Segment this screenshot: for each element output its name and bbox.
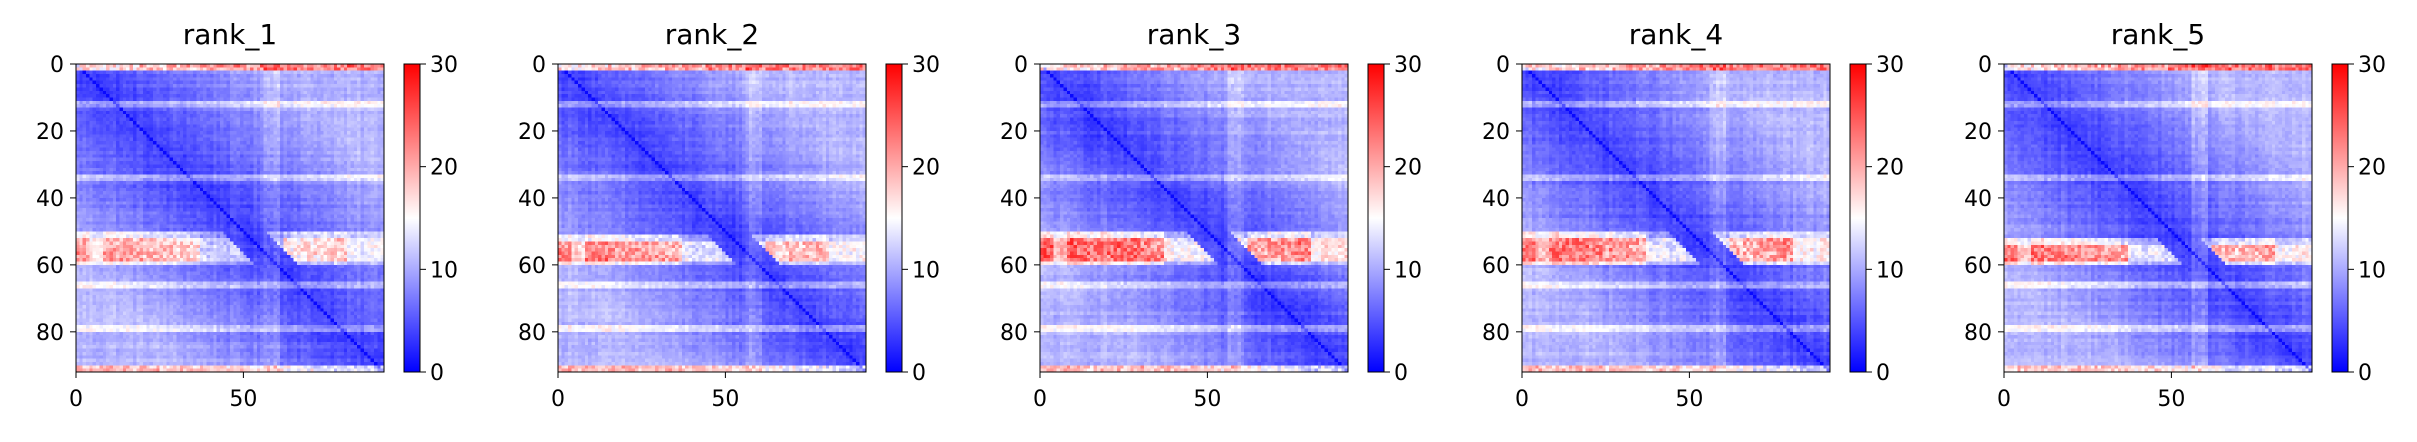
colorbar-tick-label: 10 (912, 258, 940, 283)
colorbar-tick-label: 30 (1394, 53, 1422, 78)
y-tick-label: 0 (1978, 53, 1992, 78)
colorbar-tick-label: 0 (2358, 361, 2372, 386)
chart-title: rank_1 (183, 18, 277, 51)
x-tick-label: 50 (711, 387, 739, 412)
y-tick-label: 40 (518, 187, 546, 212)
x-tick-label: 50 (1193, 387, 1221, 412)
heatmap-cells (1522, 64, 1830, 372)
colorbar-tick-label: 20 (1394, 156, 1422, 181)
y-tick-label: 60 (36, 254, 64, 279)
colorbar-tick-label: 20 (912, 156, 940, 181)
colorbar (1849, 63, 1867, 373)
chart-title: rank_3 (1147, 18, 1241, 51)
colorbar-tick-label: 10 (2358, 258, 2386, 283)
x-tick-label: 50 (229, 387, 257, 412)
chart-title: rank_2 (665, 18, 759, 51)
y-tick-label: 20 (1482, 120, 1510, 145)
x-tick-label: 0 (551, 387, 565, 412)
y-tick-label: 80 (36, 321, 64, 346)
colorbar (1367, 63, 1385, 373)
heatmap-panel-4: rank_4 0 20 40 60 80 0 50 0 10 20 30 (1482, 18, 1904, 412)
colorbar-tick-label: 20 (2358, 156, 2386, 181)
y-tick-label: 20 (1964, 120, 1992, 145)
chart-title: rank_4 (1629, 18, 1723, 51)
y-tick-label: 0 (1496, 53, 1510, 78)
heatmap-cells (558, 64, 866, 372)
colorbar-tick-label: 10 (430, 258, 458, 283)
heatmap-cells (76, 64, 384, 372)
heatmap-frame (75, 63, 385, 373)
heatmap-panel-1: rank_1 0 20 40 60 80 0 50 0 10 20 30 (36, 18, 458, 412)
heatmap-panel-3: rank_3 0 20 40 60 80 0 50 0 10 20 30 (1000, 18, 1422, 412)
x-tick-label: 0 (1997, 387, 2011, 412)
colorbar-tick-label: 20 (430, 156, 458, 181)
colorbar-tick-label: 10 (1394, 258, 1422, 283)
y-tick-label: 0 (532, 53, 546, 78)
colorbar-tick-label: 0 (912, 361, 926, 386)
y-tick-label: 60 (518, 254, 546, 279)
heatmap-frame (557, 63, 867, 373)
y-tick-label: 60 (1482, 254, 1510, 279)
heatmap-cells (2004, 64, 2312, 372)
y-tick-label: 40 (36, 187, 64, 212)
colorbar-tick-label: 10 (1876, 258, 1904, 283)
colorbar-tick-label: 0 (1876, 361, 1890, 386)
y-tick-label: 20 (518, 120, 546, 145)
x-tick-label: 50 (2157, 387, 2185, 412)
colorbar (885, 63, 903, 373)
y-tick-label: 0 (50, 53, 64, 78)
colorbar (403, 63, 421, 373)
x-tick-label: 0 (1515, 387, 1529, 412)
colorbar (2331, 63, 2349, 373)
y-tick-label: 20 (1000, 120, 1028, 145)
chart-title: rank_5 (2111, 18, 2205, 51)
y-tick-label: 60 (1000, 254, 1028, 279)
heatmap-panel-5: rank_5 0 20 40 60 80 0 50 0 10 20 30 (1964, 18, 2386, 412)
heatmap-cells (1040, 64, 1348, 372)
colorbar-tick-label: 30 (1876, 53, 1904, 78)
y-tick-label: 80 (1482, 321, 1510, 346)
colorbar-tick-label: 30 (912, 53, 940, 78)
colorbar-tick-label: 20 (1876, 156, 1904, 181)
y-tick-label: 80 (518, 321, 546, 346)
x-tick-label: 0 (69, 387, 83, 412)
x-tick-label: 0 (1033, 387, 1047, 412)
y-tick-label: 0 (1014, 53, 1028, 78)
y-tick-label: 40 (1964, 187, 1992, 212)
y-tick-label: 80 (1000, 321, 1028, 346)
colorbar-tick-label: 30 (430, 53, 458, 78)
y-tick-label: 60 (1964, 254, 1992, 279)
y-tick-label: 20 (36, 120, 64, 145)
colorbar-tick-label: 30 (2358, 53, 2386, 78)
heatmap-panel-2: rank_2 0 20 40 60 80 0 50 0 10 20 30 (518, 18, 940, 412)
heatmap-frame (2003, 63, 2313, 373)
y-tick-label: 40 (1482, 187, 1510, 212)
heatmap-frame (1039, 63, 1349, 373)
y-tick-label: 80 (1964, 321, 1992, 346)
x-tick-label: 50 (1675, 387, 1703, 412)
heatmap-frame (1521, 63, 1831, 373)
colorbar-tick-label: 0 (1394, 361, 1408, 386)
colorbar-tick-label: 0 (430, 361, 444, 386)
y-tick-label: 40 (1000, 187, 1028, 212)
